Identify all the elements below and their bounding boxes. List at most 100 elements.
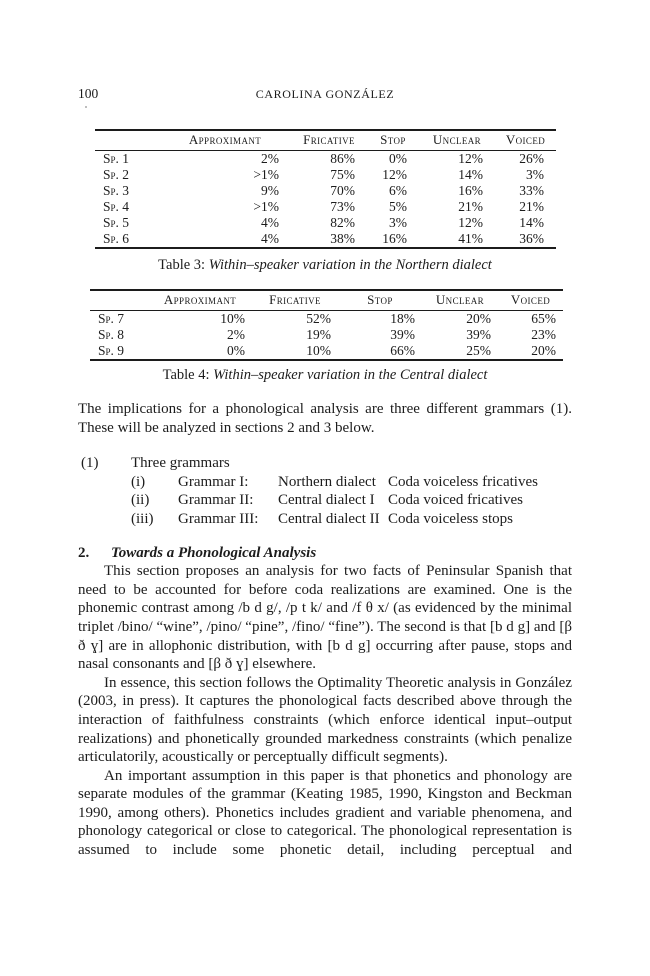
table-row: Sp. 4 >1% 73% 5% 21% 21%: [95, 199, 556, 215]
section-title: Towards a Phonological Analysis: [111, 544, 317, 561]
cell: 2%: [261, 151, 279, 166]
page-number: 100: [78, 86, 99, 101]
table-row: Sp. 5 4% 82% 3% 12% 14%: [95, 215, 556, 231]
row-label: Sp. 3: [103, 183, 130, 198]
column-header-stop: Stop: [367, 130, 419, 151]
row-label: Sp. 2: [103, 167, 130, 182]
pattern-label: Coda voiced fricatives: [388, 492, 523, 509]
table-row: Sp. 3 9% 70% 6% 16% 33%: [95, 183, 556, 199]
cell: 39%: [466, 327, 491, 342]
row-label: Sp. 5: [103, 215, 130, 230]
grammar-label: Grammar III:: [178, 510, 259, 527]
row-label: Sp. 6: [103, 231, 130, 246]
cell: 82%: [330, 215, 355, 230]
table-4: Approximant Fricative Stop Unclear Voice…: [90, 289, 563, 361]
table-row: Sp. 8 2% 19% 39% 39% 23%: [90, 327, 563, 343]
cell: 66%: [390, 343, 415, 358]
cell: 41%: [458, 231, 483, 246]
table-4-header-row: Approximant Fricative Stop Unclear Voice…: [90, 290, 563, 311]
cell: 20%: [466, 311, 491, 326]
cell: 9%: [261, 183, 279, 198]
cell: 14%: [458, 167, 483, 182]
example-1-block: (1) Three grammars (i) Grammar I: Northe…: [81, 454, 572, 528]
empty-header-cell: [95, 130, 159, 151]
cell: >1%: [253, 167, 279, 182]
row-label: Sp. 4: [103, 199, 130, 214]
cell: 16%: [382, 231, 407, 246]
paragraph-in-essence: In essence, this section follows the Opt…: [78, 674, 572, 766]
cell: 26%: [519, 151, 544, 166]
paragraph-assumption: An important assumption in this paper is…: [78, 767, 572, 859]
grammar-label: Grammar II:: [178, 492, 254, 509]
dialect-label: Northern dialect: [278, 473, 376, 490]
cell: 2%: [227, 327, 245, 342]
cell: 3%: [526, 167, 544, 182]
table-row: Sp. 1 2% 86% 0% 12% 26%: [95, 151, 556, 168]
cell: 70%: [330, 183, 355, 198]
table-row: Sp. 7 10% 52% 18% 20% 65%: [90, 311, 563, 328]
caption-label: Table 4:: [162, 367, 214, 383]
row-label: Sp. 9: [98, 343, 125, 358]
cell: 12%: [458, 151, 483, 166]
cell: 75%: [330, 167, 355, 182]
running-head-title: CAROLINA GONZÁLEZ: [255, 87, 395, 101]
table-row: Sp. 2 >1% 75% 12% 14% 3%: [95, 167, 556, 183]
column-header-voiced: Voiced: [495, 130, 556, 151]
paragraph-implications: The implications for a phonological anal…: [78, 401, 572, 436]
cell: 36%: [519, 231, 544, 246]
table-3: Approximant Fricative Stop Unclear Voice…: [95, 129, 556, 249]
cell: 3%: [389, 215, 407, 230]
row-label: Sp. 8: [98, 327, 125, 342]
cell: 6%: [389, 183, 407, 198]
example-item-marker: (ii): [131, 492, 150, 509]
cell: 18%: [390, 311, 415, 326]
row-label: Sp. 7: [98, 311, 125, 326]
table-4-caption: Table 4: Within–speaker variation in the…: [78, 366, 572, 384]
column-header-unclear: Unclear: [422, 290, 498, 311]
cell: 21%: [519, 199, 544, 214]
cell: 52%: [306, 311, 331, 326]
cell: 4%: [261, 215, 279, 230]
table-row: Sp. 6 4% 38% 16% 41% 36%: [95, 231, 556, 248]
row-label: Sp. 1: [103, 151, 130, 166]
empty-header-cell: [90, 290, 148, 311]
paragraph-two-facts: This section proposes an analysis for tw…: [78, 563, 572, 673]
cell: 4%: [261, 231, 279, 246]
caption-label: Table 3:: [158, 257, 209, 273]
cell: 65%: [531, 311, 556, 326]
cell: 86%: [330, 151, 355, 166]
cell: 10%: [306, 343, 331, 358]
column-header-fricative: Fricative: [252, 290, 338, 311]
cell: 12%: [382, 167, 407, 182]
cell: 16%: [458, 183, 483, 198]
example-item-marker: (iii): [131, 510, 154, 527]
dialect-label: Central dialect II: [278, 510, 380, 527]
cell: >1%: [253, 199, 279, 214]
cell: 23%: [531, 327, 556, 342]
cell: 12%: [458, 215, 483, 230]
cell: 5%: [389, 199, 407, 214]
cell: 19%: [306, 327, 331, 342]
column-header-approximant: Approximant: [148, 290, 252, 311]
scan-artifact-dot: [85, 106, 87, 108]
cell: 21%: [458, 199, 483, 214]
pattern-label: Coda voiceless stops: [388, 510, 513, 527]
running-header: 100 CAROLINA GONZÁLEZ: [78, 86, 572, 102]
column-header-voiced: Voiced: [498, 290, 563, 311]
column-header-fricative: Fricative: [291, 130, 367, 151]
caption-text: Within–speaker variation in the Northern…: [208, 257, 492, 273]
cell: 0%: [227, 343, 245, 358]
cell: 38%: [330, 231, 355, 246]
cell: 20%: [531, 343, 556, 358]
table-3-caption: Table 3: Within–speaker variation in the…: [78, 256, 572, 274]
example-number: (1): [81, 455, 99, 472]
column-header-approximant: Approximant: [159, 130, 291, 151]
column-header-unclear: Unclear: [419, 130, 495, 151]
pattern-label: Coda voiceless fricatives: [388, 473, 538, 490]
column-header-stop: Stop: [338, 290, 422, 311]
cell: 14%: [519, 215, 544, 230]
section-2-heading: 2. Towards a Phonological Analysis: [78, 544, 572, 563]
caption-text: Within–speaker variation in the Central …: [213, 367, 488, 383]
cell: 0%: [389, 151, 407, 166]
